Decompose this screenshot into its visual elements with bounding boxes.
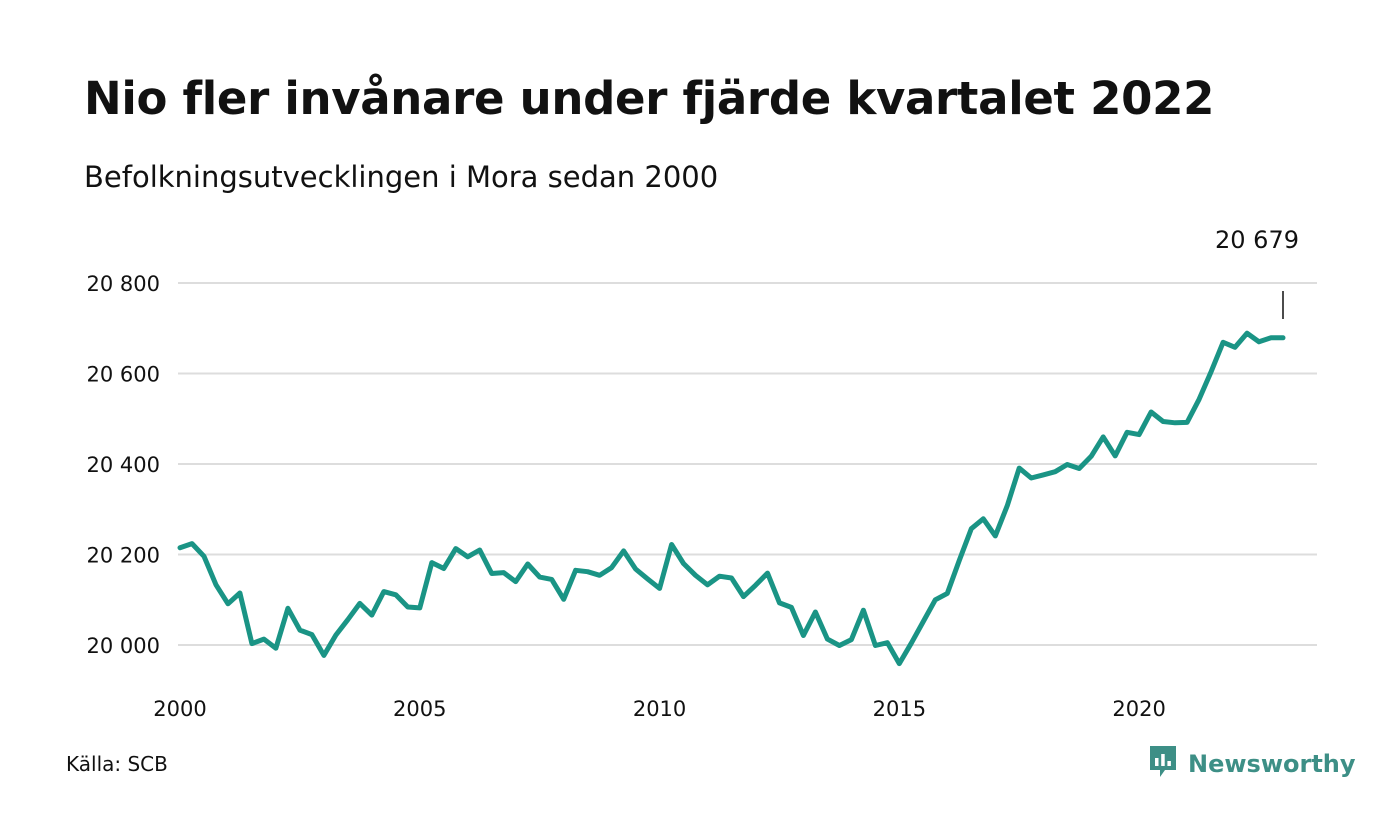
y-tick-label: 20 800 bbox=[87, 272, 160, 296]
brand-name: Newsworthy bbox=[1188, 750, 1356, 778]
y-tick-label: 20 000 bbox=[87, 634, 160, 658]
source-note: Källa: SCB bbox=[66, 752, 168, 776]
x-tick-label: 2005 bbox=[393, 697, 446, 721]
x-tick-label: 2020 bbox=[1112, 697, 1165, 721]
y-tick-label: 20 600 bbox=[87, 363, 160, 387]
y-tick-label: 20 400 bbox=[87, 453, 160, 477]
y-tick-label: 20 200 bbox=[87, 544, 160, 568]
bar-chart-speech-bubble-icon bbox=[1148, 744, 1178, 784]
x-tick-label: 2015 bbox=[873, 697, 926, 721]
annotation-label: 20 679 bbox=[1215, 226, 1299, 254]
chart-subtitle: Befolkningsutvecklingen i Mora sedan 200… bbox=[84, 160, 719, 194]
series-line bbox=[177, 330, 1286, 667]
x-tick-label: 2000 bbox=[153, 697, 206, 721]
brand-logo[interactable]: Newsworthy bbox=[1148, 744, 1356, 784]
chart-title: Nio fler invånare under fjärde kvartalet… bbox=[84, 72, 1215, 125]
x-tick-label: 2010 bbox=[633, 697, 686, 721]
